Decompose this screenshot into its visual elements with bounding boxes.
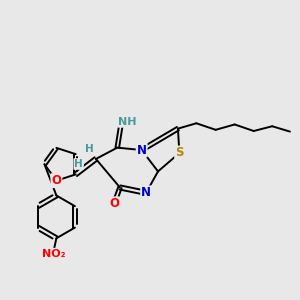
Text: O: O: [51, 174, 62, 187]
Text: S: S: [175, 146, 184, 160]
Text: NH: NH: [118, 117, 136, 127]
Text: N: N: [141, 186, 151, 199]
Text: H: H: [74, 159, 83, 169]
Text: H: H: [85, 144, 94, 154]
Text: N: N: [137, 143, 147, 157]
Text: O: O: [109, 197, 119, 210]
Text: NO₂: NO₂: [42, 249, 66, 259]
